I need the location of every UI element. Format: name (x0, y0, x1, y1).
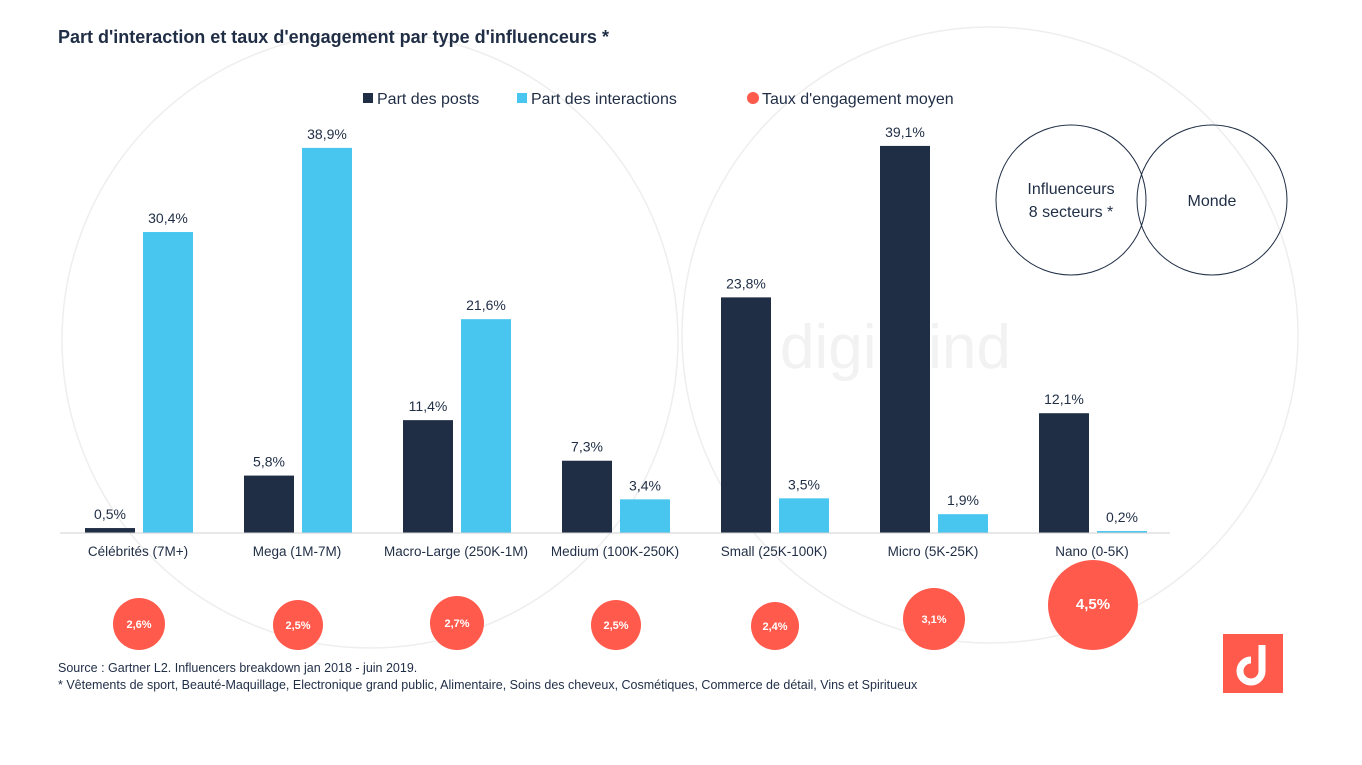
bubble-label: 3,1% (921, 614, 946, 626)
source-note: Source : Gartner L2. Influencers breakdo… (58, 661, 418, 675)
bubble-label: 2,5% (603, 620, 628, 632)
data-label: 0,2% (1106, 509, 1138, 525)
bar (880, 145, 930, 533)
bar (779, 498, 829, 533)
engagement-bubble (903, 588, 965, 650)
bar (938, 514, 988, 533)
data-label: 0,5% (94, 506, 126, 522)
chart-title: Part d'interaction et taux d'engagement … (58, 27, 609, 47)
legend-label: Taux d'engagement moyen (762, 91, 954, 108)
data-label: 23,8% (726, 275, 766, 291)
bubble-label: 2,5% (285, 620, 310, 632)
data-label: 3,5% (788, 476, 820, 492)
bubble-label: 2,7% (444, 618, 469, 630)
bar (403, 420, 453, 533)
bar (562, 460, 612, 533)
data-label: 38,9% (307, 126, 347, 142)
engagement-bubble (1048, 560, 1138, 650)
x-tick-label: Small (25K-100K) (721, 544, 828, 559)
bar (143, 232, 193, 534)
bar (1097, 531, 1147, 533)
venn-diagram: Influenceurs 8 secteurs * Monde (995, 124, 1288, 276)
venn-right-label: Monde (1188, 193, 1237, 210)
legend-marker (517, 93, 527, 103)
x-tick-label: Micro (5K-25K) (888, 544, 979, 559)
sector-footnote: * Vêtements de sport, Beauté-Maquillage,… (58, 678, 918, 692)
engagement-bubble (273, 600, 323, 650)
bar (85, 528, 135, 533)
engagement-bubble (113, 598, 165, 650)
bar (244, 475, 294, 533)
x-tick-label: Mega (1M-7M) (253, 544, 342, 559)
data-label: 30,4% (148, 210, 188, 226)
legend-label: Part des interactions (531, 91, 677, 108)
data-label: 5,8% (253, 454, 285, 470)
data-label: 12,1% (1044, 391, 1084, 407)
engagement-bubble (591, 600, 641, 650)
legend-marker (747, 92, 759, 104)
data-label: 7,3% (571, 439, 603, 455)
engagement-bubble (430, 596, 484, 650)
bar (461, 319, 511, 533)
data-label: 39,1% (885, 124, 925, 140)
bar (620, 499, 670, 533)
x-tick-label: Macro-Large (250K-1M) (384, 544, 528, 559)
x-tick-label: Medium (100K-250K) (551, 544, 679, 559)
bar (721, 297, 771, 533)
bubble-label: 2,6% (126, 619, 151, 631)
x-tick-label: Célébrités (7M+) (88, 544, 188, 559)
data-label: 3,4% (629, 477, 661, 493)
data-label: 21,6% (466, 297, 506, 313)
bubble-label: 4,5% (1076, 596, 1110, 613)
bar (302, 147, 352, 533)
x-tick-label: Nano (0-5K) (1055, 544, 1129, 559)
data-label: 1,9% (947, 492, 979, 508)
legend-label: Part des posts (377, 91, 479, 108)
engagement-bubble (751, 602, 799, 650)
digimind-logo (1223, 634, 1283, 693)
data-label: 11,4% (409, 398, 448, 414)
venn-left-label-2: 8 secteurs * (1029, 204, 1113, 221)
bar (1039, 413, 1089, 533)
legend: Part des posts Part des interactions Taux … (363, 91, 954, 108)
venn-left-label: Influenceurs (1027, 181, 1114, 198)
bubble-label: 2,4% (762, 621, 787, 633)
legend-marker (363, 93, 373, 103)
